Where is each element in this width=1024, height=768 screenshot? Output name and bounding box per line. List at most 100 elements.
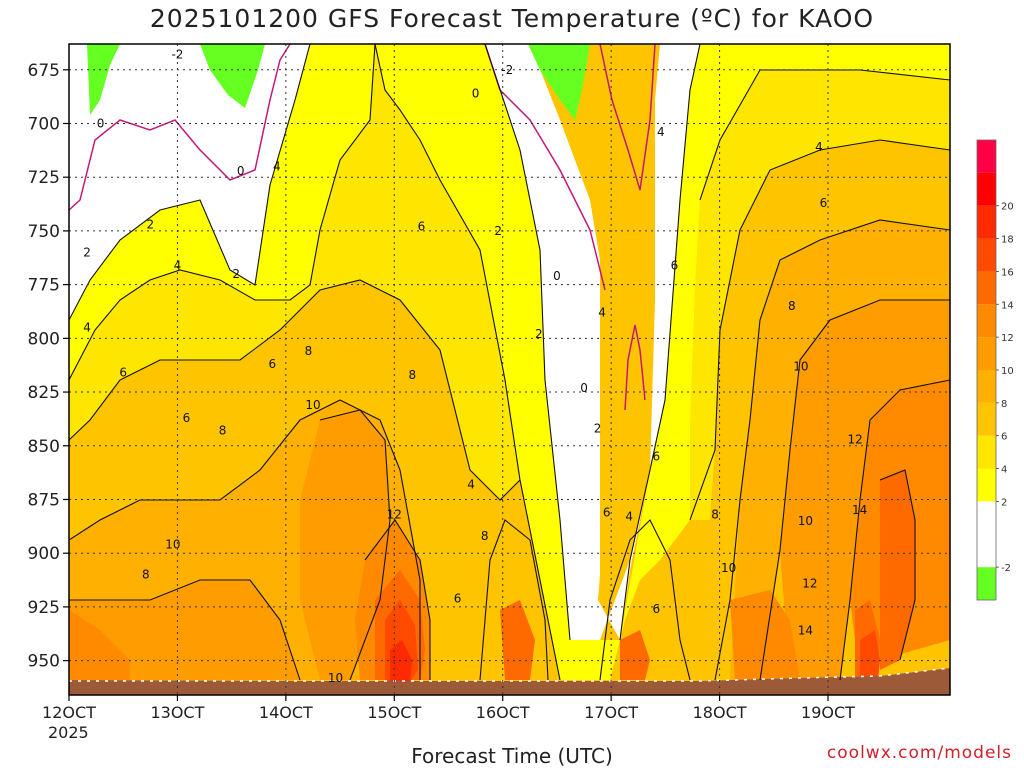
contour-label: 8 [481, 529, 489, 543]
band-12-14-r2 [730, 590, 800, 680]
terrain [69, 668, 950, 695]
contour-label: 4 [83, 321, 91, 335]
colorbar-label: 12 [1001, 333, 1014, 344]
colorbar-swatch [977, 304, 996, 338]
band-16-18-right [860, 630, 880, 680]
band-14-16-small2 [620, 630, 650, 680]
x-axis-title: Forecast Time (UTC) [411, 744, 613, 768]
band-6-8-right [700, 140, 950, 680]
zero-contour-right [599, 44, 656, 191]
ytick-label-900: 900 [28, 544, 60, 564]
credit-link[interactable]: coolwx.com/models [826, 743, 1012, 763]
contour-label: 2 [147, 217, 155, 231]
contour-label: 8 [142, 568, 150, 582]
contour-label: 10 [328, 671, 343, 685]
colorbar-label: 16 [1001, 267, 1014, 278]
band-white-middle [485, 44, 700, 640]
contour-labels: -2-2000002222224444444466666666668888888… [83, 48, 867, 685]
contour-label: 10 [165, 538, 180, 552]
contour-label: 10 [721, 561, 736, 575]
xtick-label-14OCT: 14OCT [259, 703, 313, 722]
contour-label: 8 [305, 344, 313, 358]
contour-label: 6 [119, 366, 127, 380]
contour-lines [69, 44, 950, 681]
colorbar-swatch [977, 238, 996, 272]
contour-label: 2 [594, 422, 602, 436]
contour-label: 6 [653, 602, 661, 616]
contour-label: 6 [653, 450, 661, 464]
colorbar-swatch [977, 567, 996, 600]
ytick-label-925: 925 [28, 598, 60, 618]
contour-label: 10 [798, 514, 813, 528]
contour-label: 14 [852, 503, 867, 517]
contour-label: 8 [788, 299, 796, 313]
contour-label: -2 [171, 48, 183, 62]
colorbar-label: 4 [1001, 465, 1007, 476]
band-yellow-middle [375, 44, 950, 680]
contour-label: 6 [603, 505, 611, 519]
colorbar-swatch [977, 271, 996, 305]
contour-label: 6 [183, 411, 191, 425]
band-white-top [69, 44, 310, 320]
contour-label: 0 [553, 269, 561, 283]
temperature-field [69, 44, 950, 695]
contour-label: 14 [798, 624, 813, 638]
colorbar-label: 6 [1001, 432, 1007, 443]
contour-label: 10 [793, 359, 808, 373]
colorbar-label: 20 [1001, 202, 1014, 213]
plot-frame [68, 43, 951, 696]
colorbar-label: 18 [1001, 235, 1014, 246]
ytick-label-825: 825 [28, 383, 60, 403]
colorbar-swatch [977, 172, 996, 206]
band-green-top [200, 44, 265, 108]
colorbar: -2 2 4 6 8 10 12 14 16 18 20 [976, 139, 1014, 601]
contour-label: 0 [237, 164, 245, 178]
contour-label: 4 [273, 159, 281, 173]
contour-label: 4 [598, 306, 606, 320]
x-axis: 12OCT 13OCT 14OCT 15OCT 16OCT 17OCT 18OCT 19OCT [42, 695, 855, 722]
colorbar-swatch [977, 140, 996, 173]
contour-label: 6 [454, 591, 462, 605]
ytick-label-950: 950 [28, 652, 60, 672]
colorbar-label: 8 [1001, 399, 1007, 410]
band-4-6-right [690, 70, 950, 520]
contour-label: 4 [174, 258, 182, 272]
band-green-middle [528, 44, 590, 120]
ytick-label-775: 775 [28, 276, 60, 296]
gridlines [68, 44, 950, 695]
contour-label: 12 [387, 508, 402, 522]
ytick-label-675: 675 [28, 61, 60, 81]
contour-label: 12 [847, 432, 862, 446]
contour-label: 4 [625, 510, 633, 524]
band-10-12 [69, 580, 300, 680]
contour-label: 2 [83, 245, 91, 259]
colorbar-label: -2 [1001, 563, 1011, 574]
band-yellow-left [69, 44, 375, 380]
colorbar-swatch [977, 468, 996, 502]
contour-label: 10 [305, 398, 320, 412]
ytick-label-725: 725 [28, 168, 60, 188]
band-12-14-left [69, 610, 130, 680]
contour-label: 2 [535, 327, 543, 341]
colorbar-swatch [977, 501, 996, 568]
zero-contour-left [69, 44, 291, 211]
colorbar-swatch [977, 402, 996, 436]
contour-label: 0 [580, 381, 588, 395]
zero-contour-middle2 [624, 324, 646, 411]
colorbar-label: 14 [1001, 300, 1014, 311]
y-axis: 675 700 725 750 775 800 825 850 875 900 925 950 [28, 61, 69, 672]
contour-label: 6 [268, 357, 276, 371]
xtick-label-17OCT: 17OCT [584, 703, 638, 722]
band-14-16-small [500, 600, 535, 680]
contour-label: 4 [815, 140, 823, 154]
band-10-12-right [780, 300, 950, 680]
xtick-label-16OCT: 16OCT [476, 703, 530, 722]
colorbar-label: 10 [1001, 366, 1014, 377]
contour-label: 6 [820, 196, 828, 210]
colorbar-swatch [977, 205, 996, 239]
chart-title: 2025101200 GFS Forecast Temperature (ºC)… [149, 4, 875, 33]
contour-label: 8 [219, 424, 227, 438]
xtick-label-15OCT: 15OCT [367, 703, 421, 722]
ytick-label-750: 750 [28, 222, 60, 242]
